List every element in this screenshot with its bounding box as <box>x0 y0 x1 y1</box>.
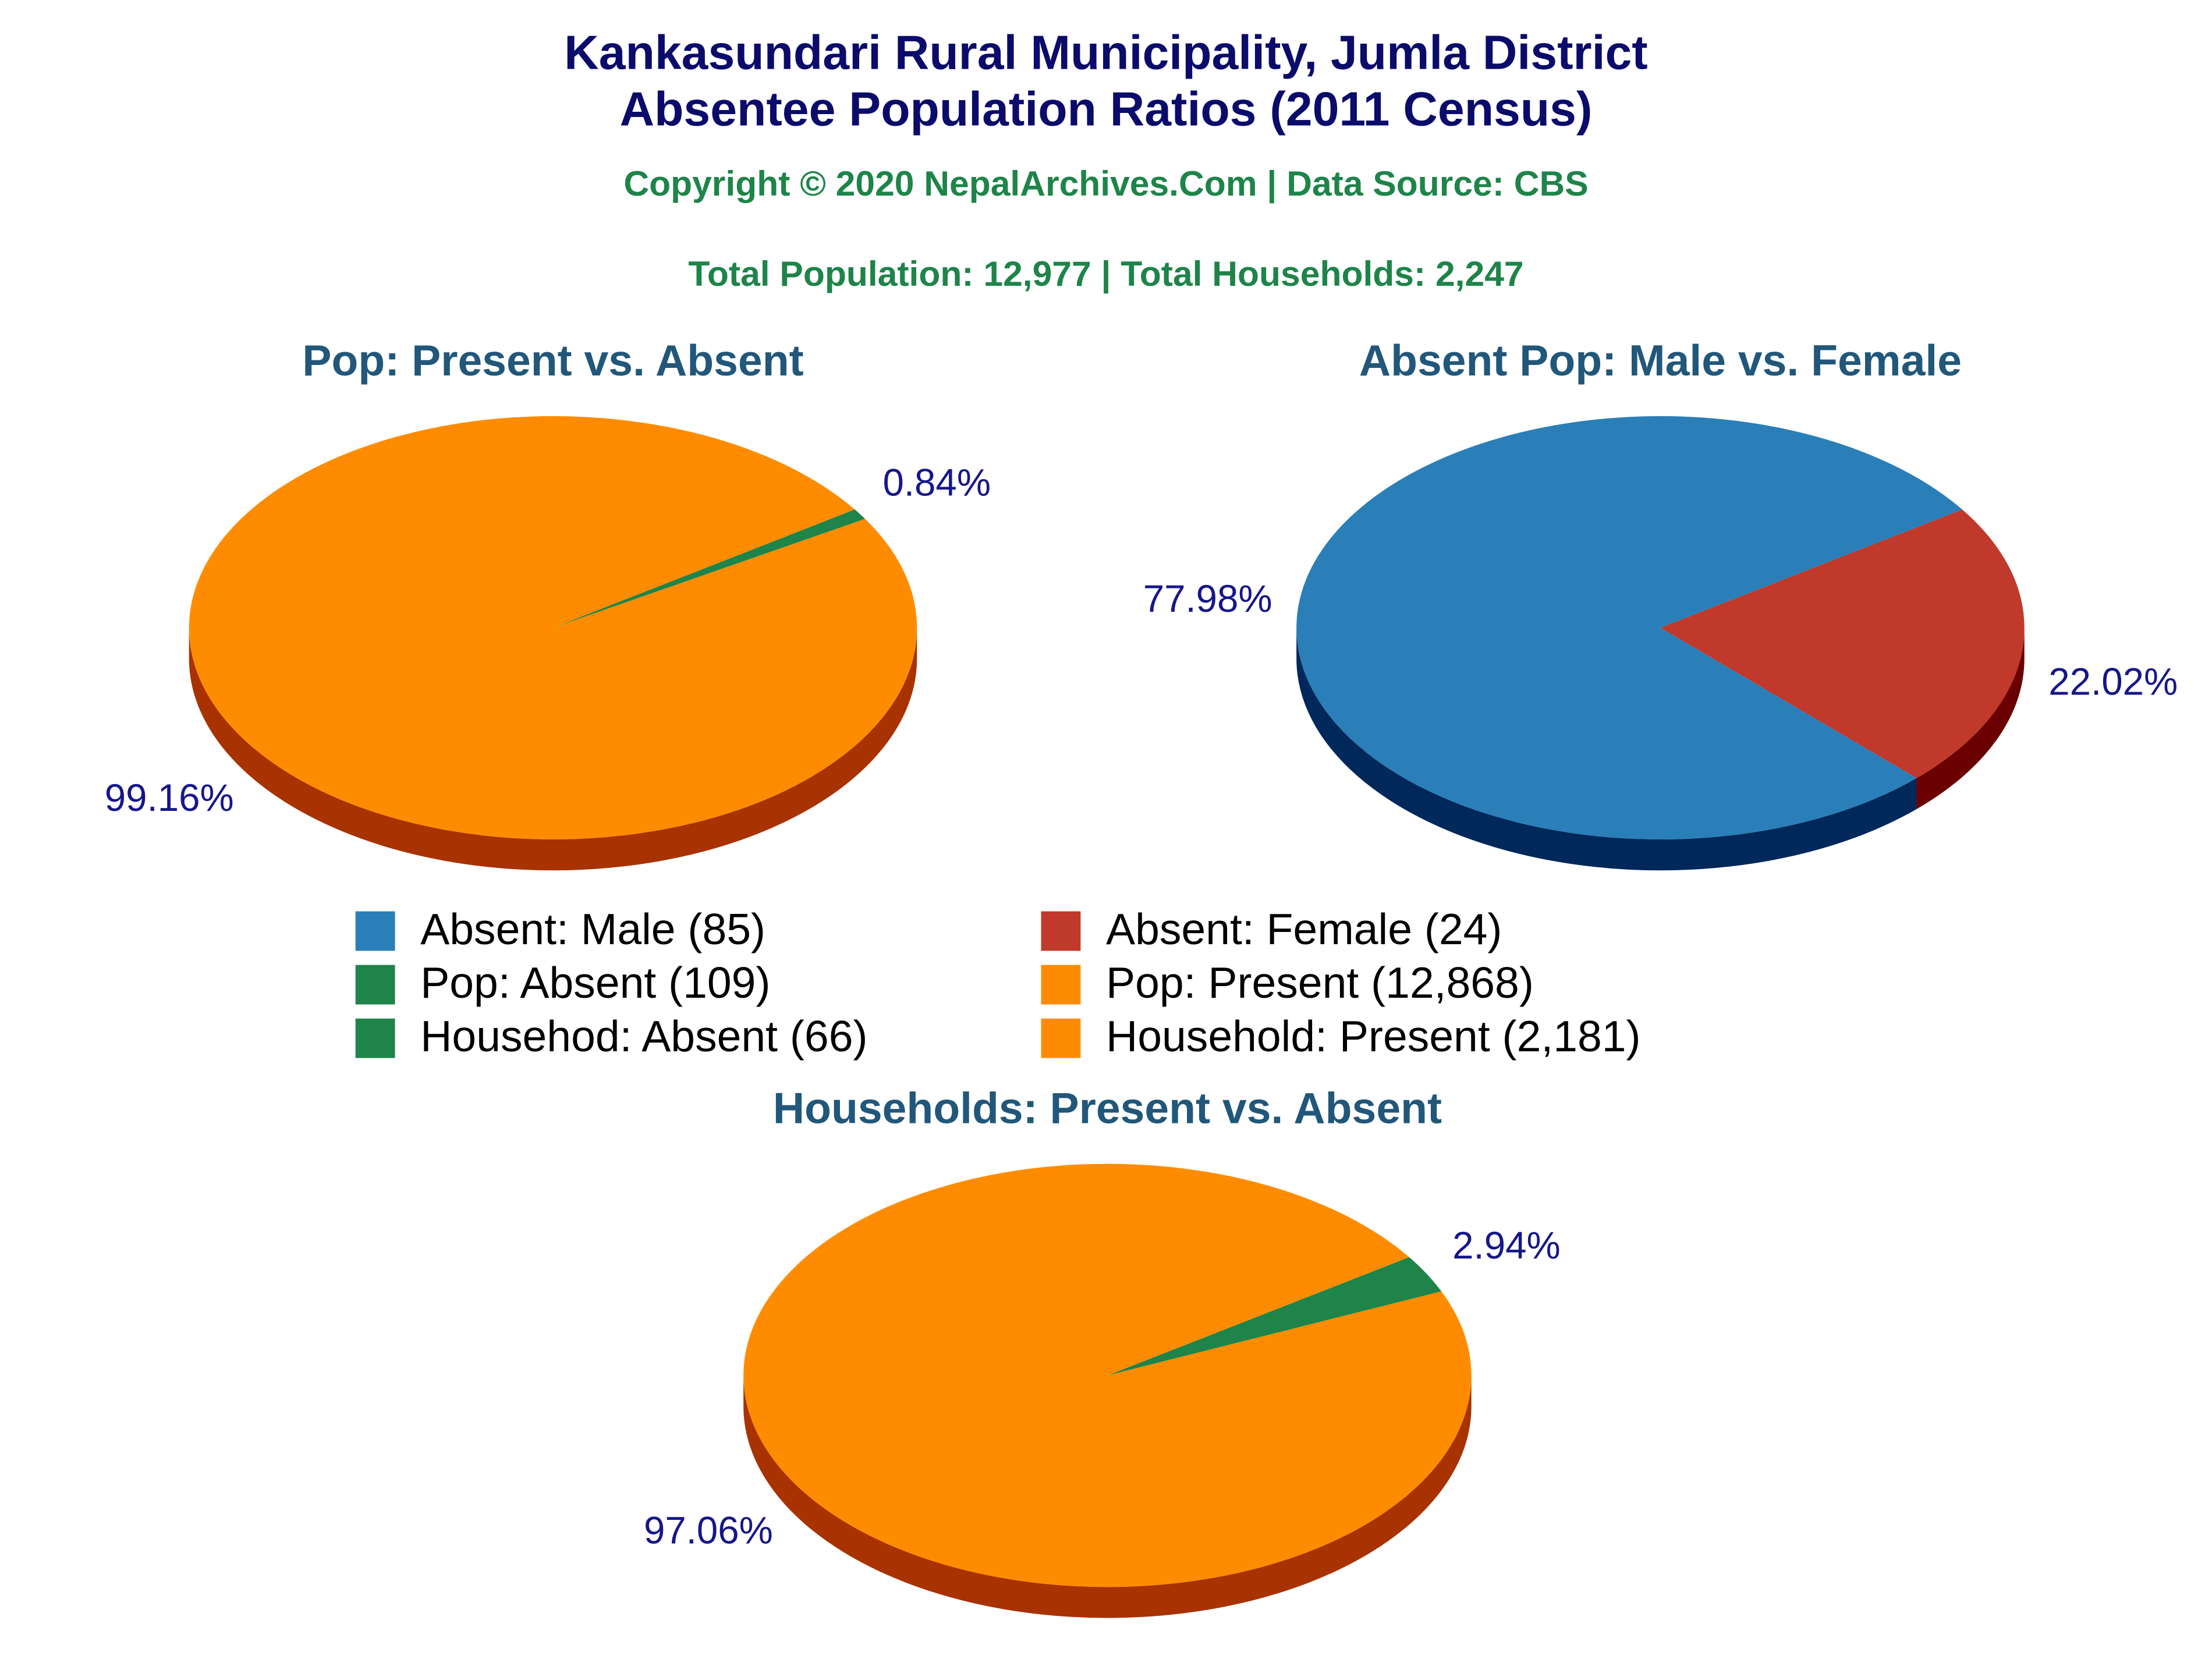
totals: Total Population: 12,977 | Total Househo… <box>688 254 1523 295</box>
legend-label: Pop: Present (12,868) <box>1106 958 1534 1007</box>
legend-swatch <box>1041 911 1081 951</box>
legend-label: Househod: Absent (66) <box>420 1012 867 1061</box>
legend-label: Absent: Female (24) <box>1106 905 1502 953</box>
pie-title: Absent Pop: Male vs. Female <box>1359 336 1962 385</box>
value-label: 22.02% <box>2048 661 2178 703</box>
pie-slice <box>189 416 917 839</box>
chart-title: Absentee Population Ratios (2011 Census) <box>620 83 1593 136</box>
pie-slice <box>1296 416 1962 839</box>
legend-label: Absent: Male (85) <box>420 905 765 953</box>
pie-slice <box>743 1164 1472 1587</box>
legend-label: Pop: Absent (109) <box>420 958 770 1007</box>
legend-swatch <box>355 911 395 951</box>
value-label: 99.16% <box>105 777 234 819</box>
value-label: 97.06% <box>644 1509 773 1552</box>
legend-swatch <box>355 965 395 1005</box>
pie-slice <box>553 509 866 628</box>
chart-title: Kankasundari Rural Municipality, Jumla D… <box>564 26 1648 80</box>
pie-slice <box>1107 1257 1442 1376</box>
value-label: 77.98% <box>1143 577 1272 620</box>
pie-title: Households: Present vs. Absent <box>773 1084 1442 1133</box>
copyright: Copyright © 2020 NepalArchives.Com | Dat… <box>623 164 1588 204</box>
pie-slice <box>1660 509 2025 778</box>
legend-swatch <box>1041 1018 1081 1058</box>
legend-swatch <box>355 1018 395 1058</box>
legend-label: Household: Present (2,181) <box>1106 1012 1641 1061</box>
value-label: 0.84% <box>882 462 991 504</box>
legend-swatch <box>1041 965 1081 1005</box>
value-label: 2.94% <box>1452 1224 1561 1267</box>
pie-side <box>1916 628 2025 810</box>
pie-title: Pop: Present vs. Absent <box>302 336 803 385</box>
pie-side <box>1296 628 1917 871</box>
